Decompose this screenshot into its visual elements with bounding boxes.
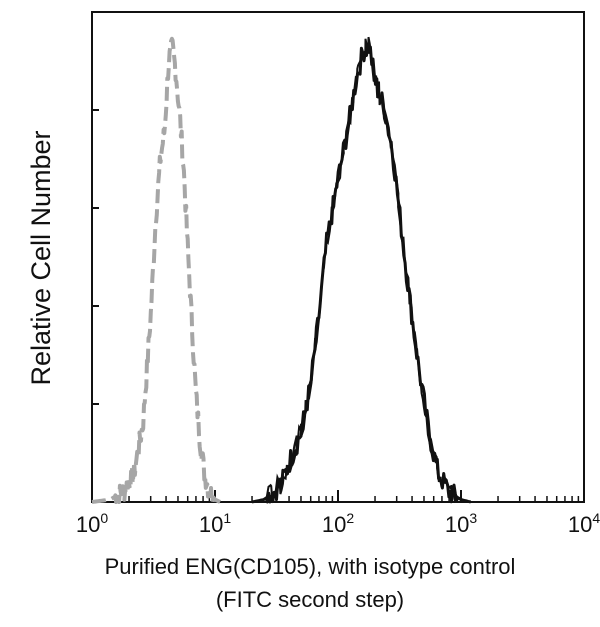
y-axis-ticks	[92, 11, 99, 503]
series-eng-cd105-line	[251, 42, 472, 504]
series-eng-cd105-line-overlay	[251, 36, 471, 503]
x-axis-label-line-2: (FITC second step)	[216, 587, 404, 612]
x-axis-ticks: 100 101 102 103 104	[76, 490, 600, 537]
x-tick-label: 102	[322, 510, 354, 537]
series-layer	[90, 36, 472, 504]
plot-frame	[91, 11, 585, 503]
series-isotype-control-line	[90, 36, 222, 504]
x-tick-label: 101	[199, 510, 231, 537]
x-axis-label-line-1: Purified ENG(CD105), with isotype contro…	[105, 554, 516, 579]
x-tick-label: 104	[568, 510, 600, 537]
y-axis-label: Relative Cell Number	[26, 130, 56, 385]
x-tick-label: 103	[445, 510, 477, 537]
x-tick-label: 100	[76, 510, 108, 537]
